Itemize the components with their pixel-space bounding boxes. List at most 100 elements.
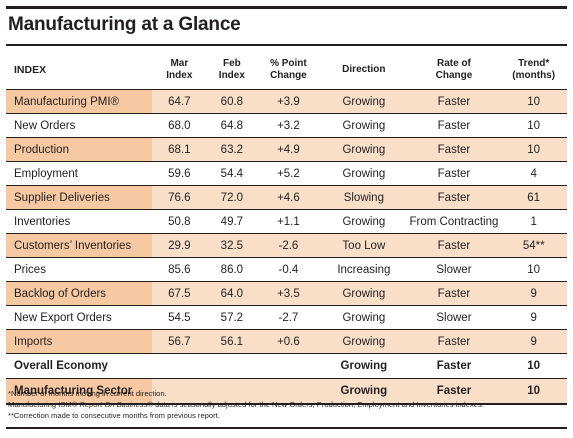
summary-index-name: Overall Economy — [14, 360, 108, 372]
row-index-name: New Orders — [14, 119, 76, 132]
header-direction: Direction — [342, 64, 386, 75]
summary-rate: Faster — [436, 360, 472, 372]
bottom-rule — [6, 427, 567, 429]
footnote-trend: *Number of months moving in current dire… — [8, 389, 167, 398]
row-trend: 1 — [530, 215, 537, 228]
row-mar-value: 50.8 — [168, 215, 191, 228]
row-rate: Faster — [407, 137, 501, 162]
table-row: New Export Orders 54.5 57.2 -2.7 Growing… — [6, 305, 567, 330]
summary-direction: Growing — [320, 378, 408, 404]
summary-row-overall-economy: Overall Economy Growing Faster 10 — [6, 353, 567, 379]
row-mar-value: 76.6 — [151, 185, 208, 210]
page-title: Manufacturing at a Glance — [8, 14, 241, 35]
row-rate: Faster — [407, 233, 501, 258]
row-feb-value: 56.1 — [207, 329, 257, 354]
row-mar-value: 85.6 — [168, 263, 191, 276]
row-rate: Faster — [407, 89, 501, 114]
row-rate: From Contracting — [409, 215, 499, 228]
row-mar-value: 68.0 — [168, 119, 191, 132]
glance-table: INDEX Mar Index Feb Index % Point Change Di… — [6, 51, 567, 405]
row-feb-value: 60.8 — [207, 89, 257, 114]
row-feb-value: 57.2 — [220, 311, 244, 324]
row-index-name: Manufacturing PMI® — [6, 89, 152, 114]
row-index-name: Prices — [14, 263, 46, 276]
row-trend: 10 — [527, 263, 541, 276]
footnote-seasonal-adjustment: Manufacturing ISM® Report On Business® d… — [8, 400, 484, 409]
row-change-value: +4.6 — [256, 185, 321, 210]
header-trend: Trend* (months) — [512, 58, 556, 81]
table-row: Imports 56.7 56.1 +0.6 Growing Faster 9 — [6, 329, 567, 354]
row-rate: Faster — [437, 167, 471, 180]
row-direction: Growing — [342, 167, 386, 180]
footnote-correction: **Correction made to consecutive months … — [8, 411, 220, 420]
header-rate-of-change: Rate of Change — [435, 58, 473, 81]
row-rate: Faster — [407, 329, 501, 354]
row-direction: Growing — [342, 311, 386, 324]
row-direction: Too Low — [320, 233, 408, 258]
footnotes: *Number of months moving in current dire… — [8, 388, 568, 421]
table-header: INDEX Mar Index Feb Index % Point Change Di… — [6, 51, 567, 90]
table-row: New Orders 68.0 64.8 +3.2 Growing Faster… — [6, 113, 567, 138]
row-change-value: +0.6 — [256, 329, 321, 354]
row-rate: Faster — [407, 185, 501, 210]
row-mar-value: 56.7 — [151, 329, 208, 354]
table-row: Inventories 50.8 49.7 +1.1 Growing From … — [6, 209, 567, 234]
header-feb-index: Feb Index — [218, 58, 245, 81]
table-row: Prices 85.6 86.0 -0.4 Increasing Slower … — [6, 257, 567, 282]
row-direction: Growing — [342, 215, 386, 228]
row-rate: Slower — [436, 311, 472, 324]
row-change-value: +3.2 — [277, 119, 300, 132]
row-mar-value: 54.5 — [168, 311, 191, 324]
header-index: INDEX — [14, 64, 47, 76]
table-row: Backlog of Orders 67.5 64.0 +3.5 Growing… — [6, 281, 567, 306]
header-point-change: % Point Change — [270, 58, 307, 81]
summary-index-name: Manufacturing Sector — [6, 378, 152, 404]
table-row: Manufacturing PMI® 64.7 60.8 +3.9 Growin… — [6, 89, 567, 114]
top-rule — [6, 6, 567, 9]
row-change-value: +3.5 — [256, 281, 321, 306]
row-feb-value: 86.0 — [220, 263, 244, 276]
row-direction: Growing — [320, 137, 408, 162]
row-mar-value: 59.6 — [168, 167, 191, 180]
table-row: Production 68.1 63.2 +4.9 Growing Faster… — [6, 137, 567, 162]
row-change-value: +5.2 — [277, 167, 300, 180]
header-mar-index: Mar Index — [166, 58, 193, 81]
row-change-value: -2.7 — [278, 311, 299, 324]
row-change-value: +3.9 — [256, 89, 321, 114]
title-rule — [6, 44, 567, 46]
row-direction: Growing — [320, 329, 408, 354]
row-mar-value: 67.5 — [151, 281, 208, 306]
summary-trend: 10 — [527, 360, 541, 372]
row-feb-value: 32.5 — [207, 233, 257, 258]
row-mar-value: 68.1 — [151, 137, 208, 162]
row-index-name: Inventories — [14, 215, 71, 228]
row-feb-value: 64.8 — [220, 119, 244, 132]
row-index-name: Supplier Deliveries — [6, 185, 152, 210]
row-change-value: -0.4 — [278, 263, 299, 276]
row-trend: 9 — [500, 281, 567, 306]
row-feb-value: 64.0 — [207, 281, 257, 306]
row-feb-value: 54.4 — [220, 167, 244, 180]
row-index-name: Backlog of Orders — [6, 281, 152, 306]
row-trend: 10 — [527, 119, 541, 132]
row-change-value: -2.6 — [256, 233, 321, 258]
summary-rate: Faster — [407, 378, 501, 404]
row-rate: Faster — [407, 281, 501, 306]
summary-direction: Growing — [340, 360, 388, 372]
row-feb-value: 72.0 — [207, 185, 257, 210]
row-trend: 9 — [500, 329, 567, 354]
table-body: Manufacturing PMI® 64.7 60.8 +3.9 Growin… — [6, 89, 567, 404]
row-change-value: +4.9 — [256, 137, 321, 162]
row-feb-value: 63.2 — [207, 137, 257, 162]
table-row: Supplier Deliveries 76.6 72.0 +4.6 Slowi… — [6, 185, 567, 210]
row-index-name: Employment — [14, 167, 78, 180]
row-mar-value: 29.9 — [151, 233, 208, 258]
row-direction: Increasing — [337, 263, 391, 276]
row-index-name: Imports — [6, 329, 152, 354]
row-change-value: +1.1 — [277, 215, 300, 228]
row-rate: Slower — [436, 263, 472, 276]
row-index-name: Customers’ Inventories — [6, 233, 152, 258]
row-index-name: Production — [6, 137, 152, 162]
row-direction: Growing — [342, 119, 386, 132]
